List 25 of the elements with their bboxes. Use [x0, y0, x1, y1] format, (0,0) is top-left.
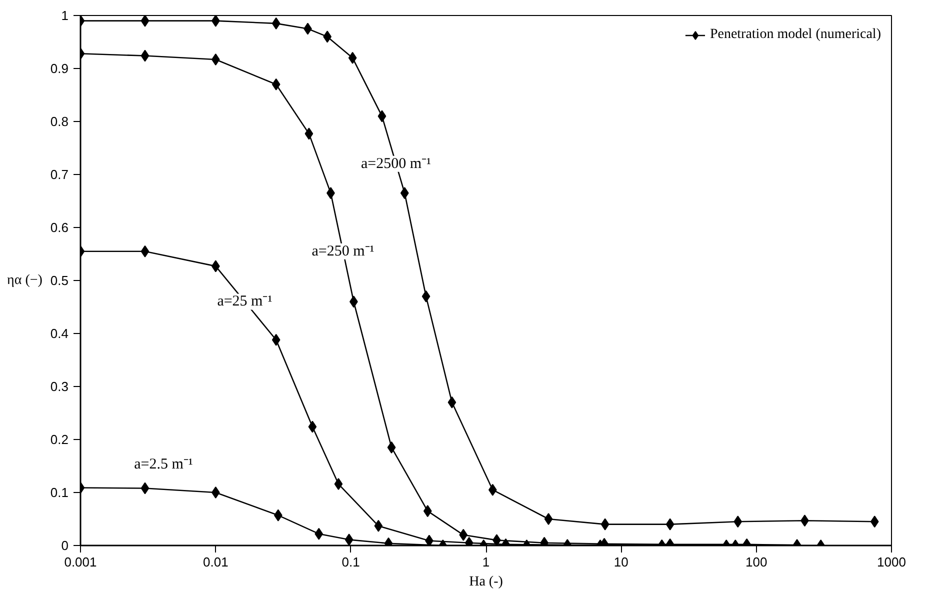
- y-tick-label: 0.9: [50, 61, 69, 76]
- y-tick-label: 0.8: [50, 114, 69, 129]
- legend-label: Penetration model (numerical): [710, 27, 881, 43]
- x-tick-label: 0.01: [203, 554, 228, 570]
- y-tick-label: 1: [61, 8, 69, 23]
- y-tick-label: 0.1: [50, 485, 69, 500]
- y-tick-label: 0.2: [50, 432, 69, 447]
- y-tick-label: 0.3: [50, 379, 69, 394]
- y-tick-label: 0.7: [50, 167, 69, 182]
- y-tick-label: 0.6: [50, 220, 69, 235]
- x-tick-label: 1: [482, 554, 490, 570]
- y-tick-label: 0.4: [50, 326, 69, 341]
- x-tick-label: 0.001: [64, 554, 97, 570]
- y-tick-label: 0: [61, 538, 69, 553]
- x-tick-label: 1000: [877, 554, 906, 570]
- annotation: a=2500 m⁻¹: [361, 156, 432, 172]
- annotation: a=250 m⁻¹: [312, 243, 374, 260]
- x-tick-label: 10: [614, 554, 628, 570]
- x-tick-label: 100: [745, 554, 768, 570]
- x-tick-label: 0.1: [342, 554, 360, 570]
- annotation: a=25 m⁻¹: [217, 294, 272, 310]
- annotation: a=2.5 m⁻¹: [134, 456, 193, 472]
- y-tick-label: 0.5: [50, 273, 69, 288]
- y-axis-title: ηα (−): [7, 273, 43, 288]
- x-axis-title: Ha (-): [469, 574, 504, 590]
